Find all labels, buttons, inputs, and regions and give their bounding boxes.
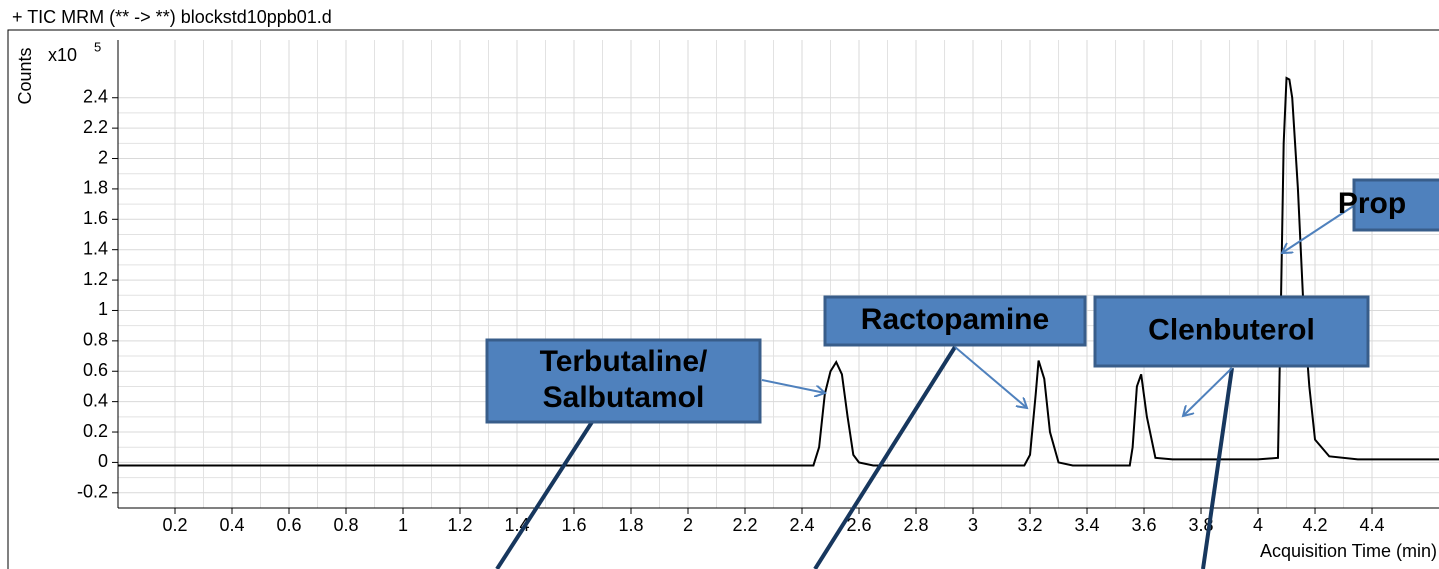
y-tick-label: 0.6 bbox=[83, 360, 108, 380]
y-tick-label: 2.2 bbox=[83, 117, 108, 137]
annotation-arrow bbox=[954, 346, 1027, 408]
annotation-arrow bbox=[761, 379, 825, 393]
y-tick-label: 1 bbox=[98, 299, 108, 319]
y-tick-label: 2 bbox=[98, 147, 108, 167]
x-tick-label: 0.8 bbox=[333, 515, 358, 535]
x-tick-label: 0.2 bbox=[162, 515, 187, 535]
x-tick-label: 1 bbox=[398, 515, 408, 535]
y-tick-label: 0 bbox=[98, 451, 108, 471]
x-tick-label: 4.4 bbox=[1360, 515, 1385, 535]
leader-line bbox=[813, 345, 957, 569]
annotation-text: Prop bbox=[1338, 187, 1406, 220]
y-tick-label: 1.2 bbox=[83, 269, 108, 289]
annotation-text: Clenbuterol bbox=[1148, 313, 1315, 346]
leader-line bbox=[495, 420, 594, 569]
y-tick-label: -0.2 bbox=[77, 482, 108, 502]
x-tick-label: 3.2 bbox=[1018, 515, 1043, 535]
x-tick-label: 4 bbox=[1253, 515, 1263, 535]
x-tick-label: 3 bbox=[968, 515, 978, 535]
x-tick-label: 1.2 bbox=[447, 515, 472, 535]
annotation-arrow bbox=[1183, 367, 1233, 416]
x-tick-label: 2.6 bbox=[846, 515, 871, 535]
y-tick-label: 0.4 bbox=[83, 390, 108, 410]
x-tick-label: 1.8 bbox=[618, 515, 643, 535]
y-scale-label: x10 bbox=[48, 45, 77, 65]
x-tick-label: 2.2 bbox=[732, 515, 757, 535]
y-tick-label: 1.8 bbox=[83, 178, 108, 198]
annotation-box bbox=[1352, 178, 1439, 232]
trace bbox=[118, 76, 1439, 467]
x-tick-label: 2.4 bbox=[789, 515, 814, 535]
annotation-text: Salbutamol bbox=[543, 381, 705, 414]
annotation-box bbox=[485, 338, 762, 424]
y-tick-label: 0.8 bbox=[83, 330, 108, 350]
y-axis-label: Counts bbox=[15, 47, 35, 104]
x-axis-label: Acquisition Time (min) bbox=[1260, 541, 1437, 561]
x-tick-label: 0.4 bbox=[219, 515, 244, 535]
chart-title: + TIC MRM (** -> **) blockstd10ppb01.d bbox=[12, 7, 332, 27]
annotation-arrow bbox=[1282, 204, 1356, 253]
x-tick-label: 4.2 bbox=[1303, 515, 1328, 535]
annotation-text: Terbutaline/ bbox=[540, 345, 708, 378]
y-tick-label: 1.4 bbox=[83, 238, 108, 258]
x-tick-label: 3.4 bbox=[1075, 515, 1100, 535]
y-tick-label: 0.2 bbox=[83, 421, 108, 441]
frame bbox=[7, 29, 1439, 569]
x-tick-label: 2 bbox=[683, 515, 693, 535]
x-tick-label: 2.8 bbox=[903, 515, 928, 535]
annotation-box bbox=[1093, 295, 1370, 368]
annotation-text: Ractopamine bbox=[861, 303, 1049, 336]
x-tick-label: 0.6 bbox=[276, 515, 301, 535]
annotation-box bbox=[823, 295, 1087, 347]
y-scale-exponent: 5 bbox=[94, 39, 101, 54]
y-tick-label: 2.4 bbox=[83, 86, 108, 106]
x-tick-label: 1.6 bbox=[561, 515, 586, 535]
x-tick-label: 3.6 bbox=[1132, 515, 1157, 535]
leader-line bbox=[1201, 367, 1234, 569]
y-tick-label: 1.6 bbox=[83, 208, 108, 228]
